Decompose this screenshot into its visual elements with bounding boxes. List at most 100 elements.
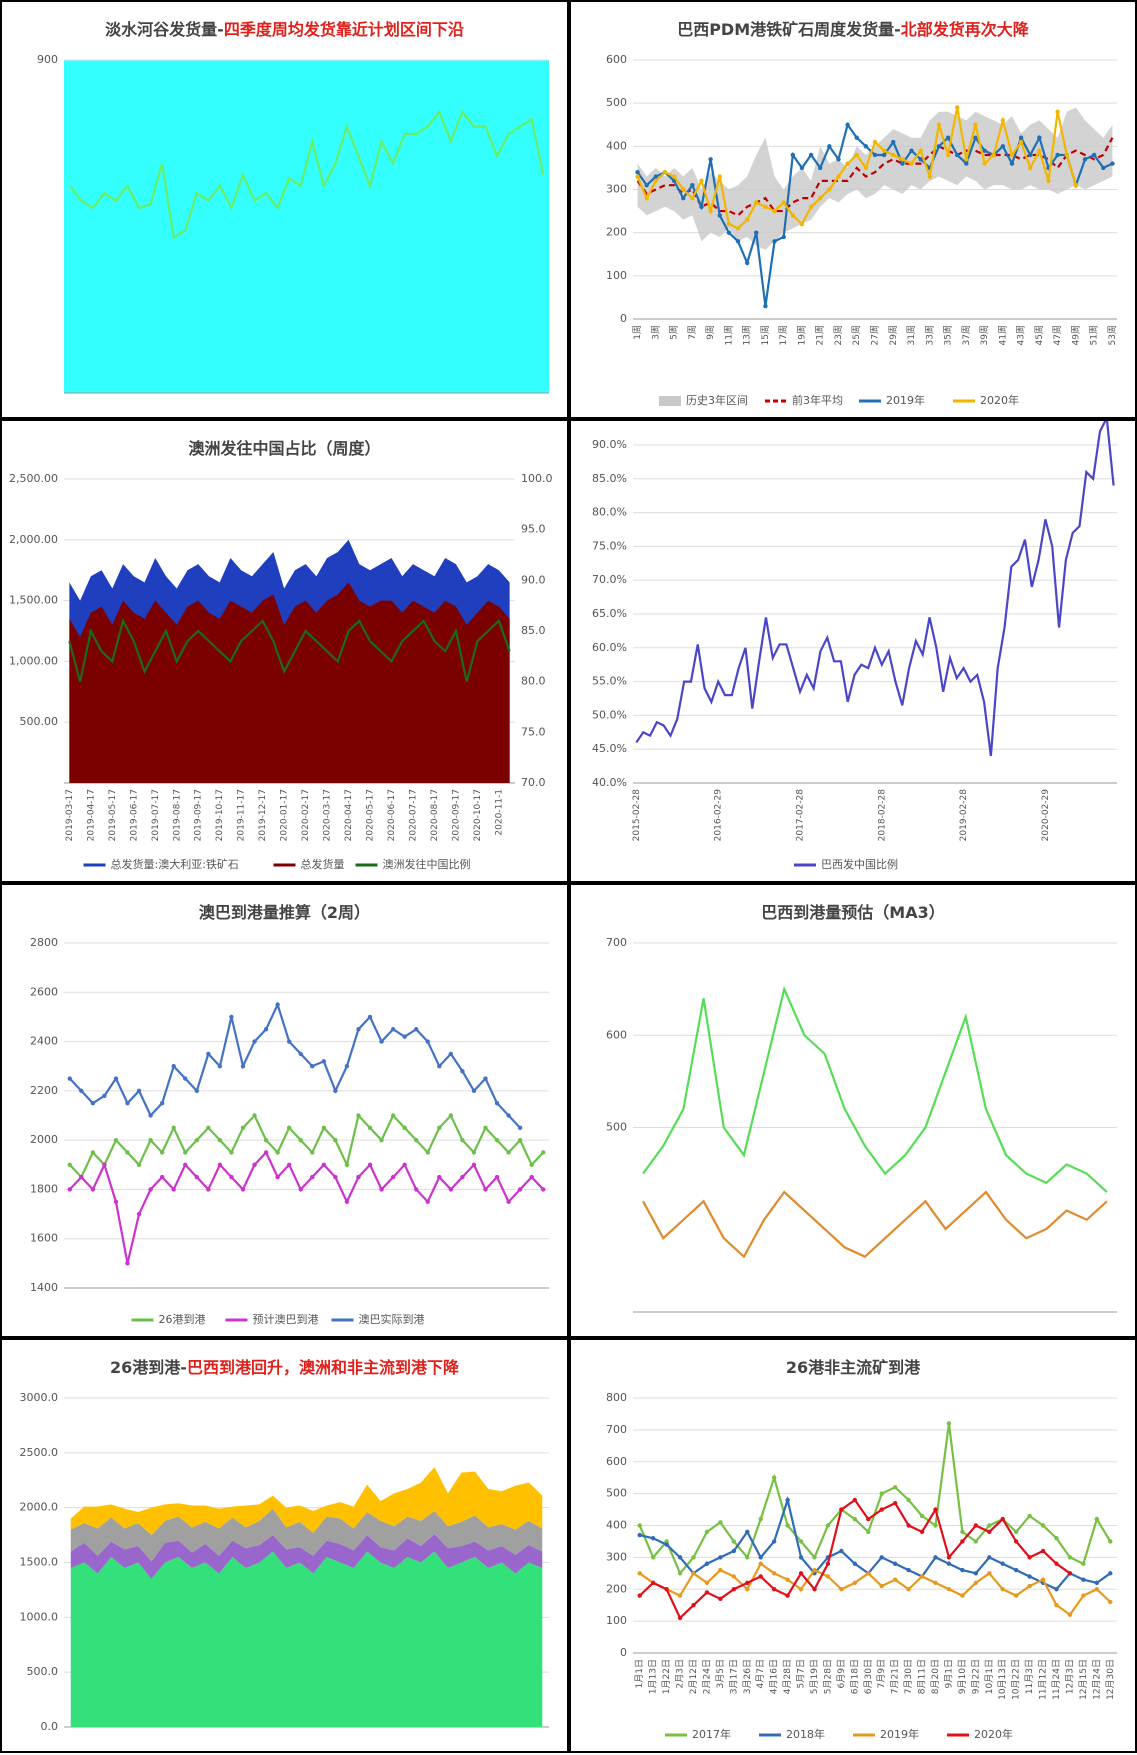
data-point	[1013, 1593, 1019, 1598]
stacked-area	[70, 1533, 543, 1579]
data-point	[148, 1113, 153, 1118]
data-point	[460, 1137, 465, 1143]
series-line	[639, 1562, 1112, 1617]
data-point	[113, 1199, 119, 1204]
data-point	[113, 1137, 119, 1143]
data-point	[356, 1174, 361, 1180]
data-point	[414, 1187, 419, 1192]
data-point	[771, 1539, 777, 1544]
data-point	[1000, 118, 1006, 123]
stacked-area	[70, 1551, 543, 1727]
data-point	[252, 1162, 257, 1167]
data-point	[839, 1587, 844, 1592]
data-point	[790, 152, 796, 158]
x-tick-label: 2019-02-28	[959, 789, 969, 842]
data-point	[414, 1137, 419, 1143]
data-point	[879, 1491, 884, 1496]
x-tick-label: 47周	[1052, 325, 1063, 345]
y-tick-label: 700	[606, 1423, 627, 1436]
data-point	[987, 1529, 992, 1535]
data-point	[699, 178, 704, 184]
data-point	[881, 152, 887, 158]
title-highlight: 四季度周均发货靠近计划区间下沿	[224, 20, 464, 39]
data-point	[891, 152, 896, 158]
x-tick-label: 43周	[1016, 325, 1027, 345]
data-point	[263, 1137, 269, 1143]
data-point	[677, 1555, 683, 1560]
data-point	[785, 1523, 790, 1528]
x-tick-label: 2020-05-17	[366, 789, 376, 841]
data-point	[718, 1520, 723, 1525]
data-point	[310, 1064, 315, 1069]
y-tick-label: 2000	[30, 1133, 58, 1146]
x-tick-label: 10月22日	[1011, 1659, 1022, 1700]
y-tick-label: 2,500.00	[9, 472, 58, 485]
data-point	[879, 1555, 884, 1560]
x-tick-label: 2020-02-29	[1041, 789, 1051, 842]
data-point	[517, 1187, 523, 1192]
data-point	[1046, 178, 1051, 184]
x-tick-label: 41周	[997, 325, 1008, 345]
data-point	[1028, 152, 1033, 158]
data-point	[148, 1187, 153, 1192]
data-point	[704, 1580, 710, 1586]
data-point	[171, 1064, 176, 1069]
x-tick-label: 39周	[979, 325, 990, 345]
data-point	[866, 1529, 871, 1535]
x-tick-label: 2020-07-17	[408, 789, 418, 841]
data-point	[745, 1580, 750, 1586]
y-tick-label: 65.0%	[592, 607, 627, 620]
data-point	[681, 195, 686, 201]
data-point	[437, 1125, 442, 1131]
data-point	[240, 1187, 246, 1192]
data-point	[113, 1076, 119, 1081]
data-point	[240, 1125, 246, 1131]
data-point	[541, 1187, 546, 1192]
data-point	[644, 195, 649, 201]
y-tick-label: 300	[606, 1550, 627, 1563]
data-point	[731, 1548, 737, 1554]
data-point	[946, 1555, 952, 1560]
y-tick-label: 1000.0	[20, 1610, 59, 1623]
data-point	[653, 178, 659, 184]
data-point	[909, 148, 914, 153]
data-point	[881, 148, 887, 153]
x-tick-label: 2020-10-17	[473, 789, 483, 841]
data-point	[735, 239, 741, 244]
data-point	[1110, 161, 1115, 166]
data-point	[1013, 1567, 1019, 1573]
data-point	[731, 1587, 737, 1592]
legend-label: 2019年	[886, 393, 925, 407]
chart-title: 26港到港-巴西到港回升，澳洲和非主流到港下降	[110, 1358, 460, 1377]
data-point	[1108, 1539, 1113, 1544]
chart: 淡水河谷发货量-四季度周均发货靠近计划区间下沿 900	[37, 20, 549, 394]
x-tick-label: 2019-10-17	[215, 789, 225, 841]
data-point	[854, 135, 859, 140]
data-point	[946, 1421, 952, 1426]
series-line	[642, 1190, 1108, 1259]
data-point	[812, 1567, 817, 1573]
data-point	[159, 1100, 165, 1106]
y2-tick-label: 95.0	[521, 523, 546, 536]
x-tick-label: 11月12日	[1038, 1659, 1049, 1700]
x-tick-label: 27周	[870, 325, 881, 345]
data-point	[206, 1051, 211, 1057]
y2-tick-label: 90.0	[521, 573, 546, 586]
x-tick-label: 21周	[815, 325, 826, 345]
data-point	[1037, 135, 1042, 140]
y-tick-label: 2200	[30, 1084, 58, 1097]
x-tick-label: 2020-11-1	[494, 789, 504, 836]
data-point	[964, 161, 969, 166]
chart-panel: 淡水河谷发货量-四季度周均发货靠近计划区间下沿 900	[0, 0, 569, 419]
data-point	[933, 1580, 938, 1586]
series-line	[68, 109, 545, 240]
legend-label: 2018年	[786, 1727, 825, 1741]
data-point	[298, 1051, 303, 1057]
data-point	[866, 1571, 871, 1576]
x-tick-label: 2019-12-17	[258, 789, 268, 841]
y-tick-label: 85.0%	[592, 472, 627, 485]
data-point	[650, 1536, 656, 1541]
data-point	[379, 1039, 384, 1044]
stacked-area	[70, 1467, 543, 1536]
data-point	[1009, 161, 1015, 166]
